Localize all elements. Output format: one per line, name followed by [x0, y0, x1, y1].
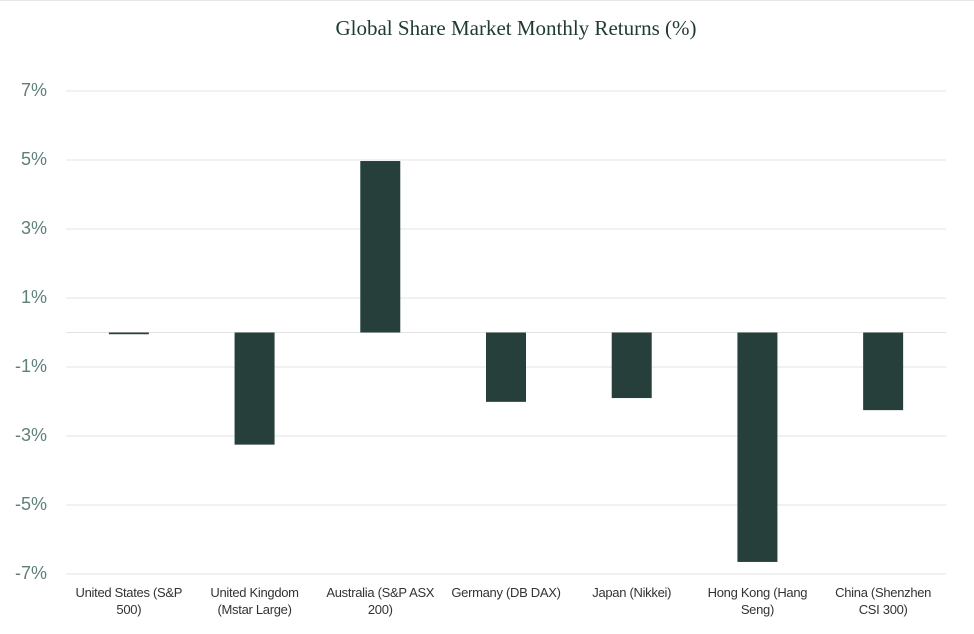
x-tick-label: Japan (Nikkei)	[592, 585, 672, 600]
y-tick-label: 1%	[21, 287, 47, 307]
x-tick-label: United Kingdom (Mstar Large)	[210, 585, 299, 617]
bar	[737, 332, 778, 562]
y-tick-label: -3%	[15, 425, 47, 445]
chart-title: Global Share Market Monthly Returns (%)	[335, 16, 696, 40]
bar	[611, 332, 652, 399]
x-tick-label: China (Shenzhen CSI 300)	[835, 585, 932, 617]
bar	[108, 332, 149, 335]
y-tick-label: -1%	[15, 356, 47, 376]
y-tick-label: -5%	[15, 494, 47, 514]
x-tick-label: Hong Kong (Hang Seng)	[707, 585, 808, 617]
bar	[360, 161, 401, 333]
bar	[863, 332, 904, 411]
x-tick-label: United States (S&P 500)	[75, 585, 183, 617]
bar	[234, 332, 275, 445]
y-tick-label: 3%	[21, 218, 47, 238]
y-tick-label: 5%	[21, 149, 47, 169]
y-tick-label: -7%	[15, 563, 47, 583]
y-tick-label: 7%	[21, 80, 47, 100]
x-tick-label: Australia (S&P ASX 200)	[326, 585, 435, 617]
x-tick-label: Germany (DB DAX)	[451, 585, 561, 600]
bar	[486, 332, 526, 402]
